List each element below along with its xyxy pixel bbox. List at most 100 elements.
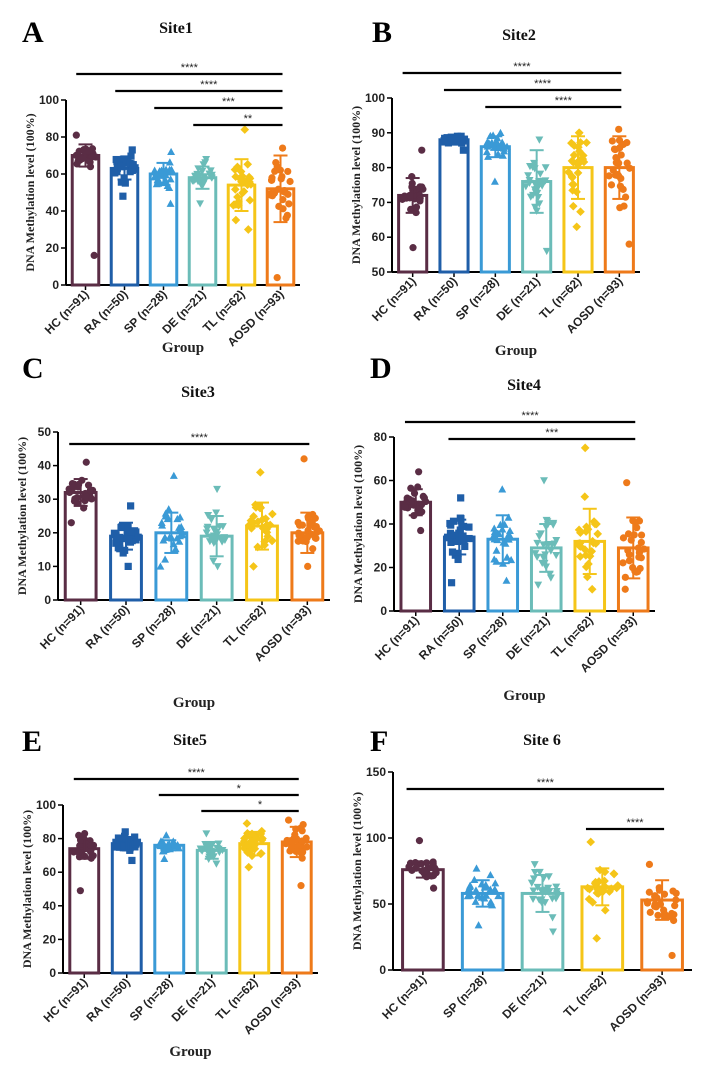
y-tick-label: 80 [374,430,388,444]
data-point [643,899,652,907]
data-point [672,896,680,904]
significance-label: ** [244,113,253,125]
data-point [84,481,93,489]
data-point [615,125,623,133]
data-point [177,529,186,537]
data-point [72,131,80,139]
data-point [429,858,437,866]
y-axis-label: DNA Methylation level (100%) [15,437,29,595]
points-aosd [294,455,323,571]
data-point [600,905,610,915]
panel-letter: D [370,352,392,385]
data-point [124,562,132,570]
data-point [233,162,242,172]
y-tick-label: 0 [44,593,51,607]
data-point [619,534,628,542]
x-axis-label: Group [173,695,215,711]
panel-letter: B [372,16,392,49]
data-point [576,207,585,217]
data-point [162,831,171,839]
data-point [65,488,74,496]
data-point [521,183,530,191]
data-point [529,887,538,895]
x-category-label: DE (n=21) [174,602,223,651]
data-point [446,519,454,528]
data-point [668,951,676,960]
data-point [536,170,545,178]
data-point [569,180,578,189]
data-point [401,503,409,511]
data-point [244,520,254,530]
data-point [567,173,577,182]
data-point [645,888,653,896]
data-point [283,211,291,219]
data-point [440,136,448,145]
data-point [133,838,142,846]
significance-label: *** [222,96,236,108]
data-point [123,530,131,538]
significance-label: **** [181,62,199,74]
data-point [129,161,137,169]
data-point [117,162,125,171]
data-point [612,154,620,162]
data-point [128,166,136,175]
data-point [213,485,222,494]
data-point [160,854,169,862]
data-point [448,531,456,539]
panel-title: Site2 [502,27,536,44]
data-point [111,169,119,177]
data-point [191,172,200,180]
data-point [304,514,313,523]
data-point [569,150,579,160]
data-point [671,902,679,910]
data-point [548,914,557,922]
data-point [623,479,631,487]
data-point [408,497,417,505]
data-point [654,911,662,919]
y-tick-label: 40 [38,459,52,473]
panel-letter: A [22,16,44,49]
significance-label: **** [513,61,531,73]
x-category-label: DE (n=21) [499,972,548,1021]
data-point [573,539,583,549]
data-point [415,505,423,513]
data-point [166,175,175,183]
data-point [303,843,311,851]
x-category-label: SP (n=28) [129,602,178,651]
points-ra [111,146,139,200]
data-point [125,535,133,543]
data-point [212,509,221,517]
data-point [170,842,179,850]
data-point [465,884,473,892]
y-axis-label: DNA Methylation level (100%) [350,792,364,950]
data-point [538,559,547,568]
data-point [253,517,263,526]
data-point [540,477,548,485]
data-point [272,158,280,167]
data-point [295,531,303,540]
data-point [552,883,561,891]
x-category-label: HC (n=91) [379,972,429,1022]
data-point [220,534,229,542]
data-point [284,167,292,176]
x-category-label: RA (n=50) [83,602,132,651]
x-category-label: SP (n=28) [460,613,509,662]
data-point [165,165,174,173]
y-tick-label: 0 [49,966,56,980]
data-point [78,155,86,163]
data-point [608,137,616,145]
data-point [300,455,308,463]
y-tick-label: 100 [36,798,56,812]
data-point [621,573,629,581]
y-axis-label: DNA Methylation level (100%) [351,445,365,603]
significance-label: **** [534,78,552,90]
data-point [194,178,203,186]
data-point [453,136,461,144]
panel-title: Site4 [507,377,541,394]
data-point [119,156,127,164]
data-point [584,894,594,904]
bar-ra [438,138,470,274]
data-point [249,512,258,521]
